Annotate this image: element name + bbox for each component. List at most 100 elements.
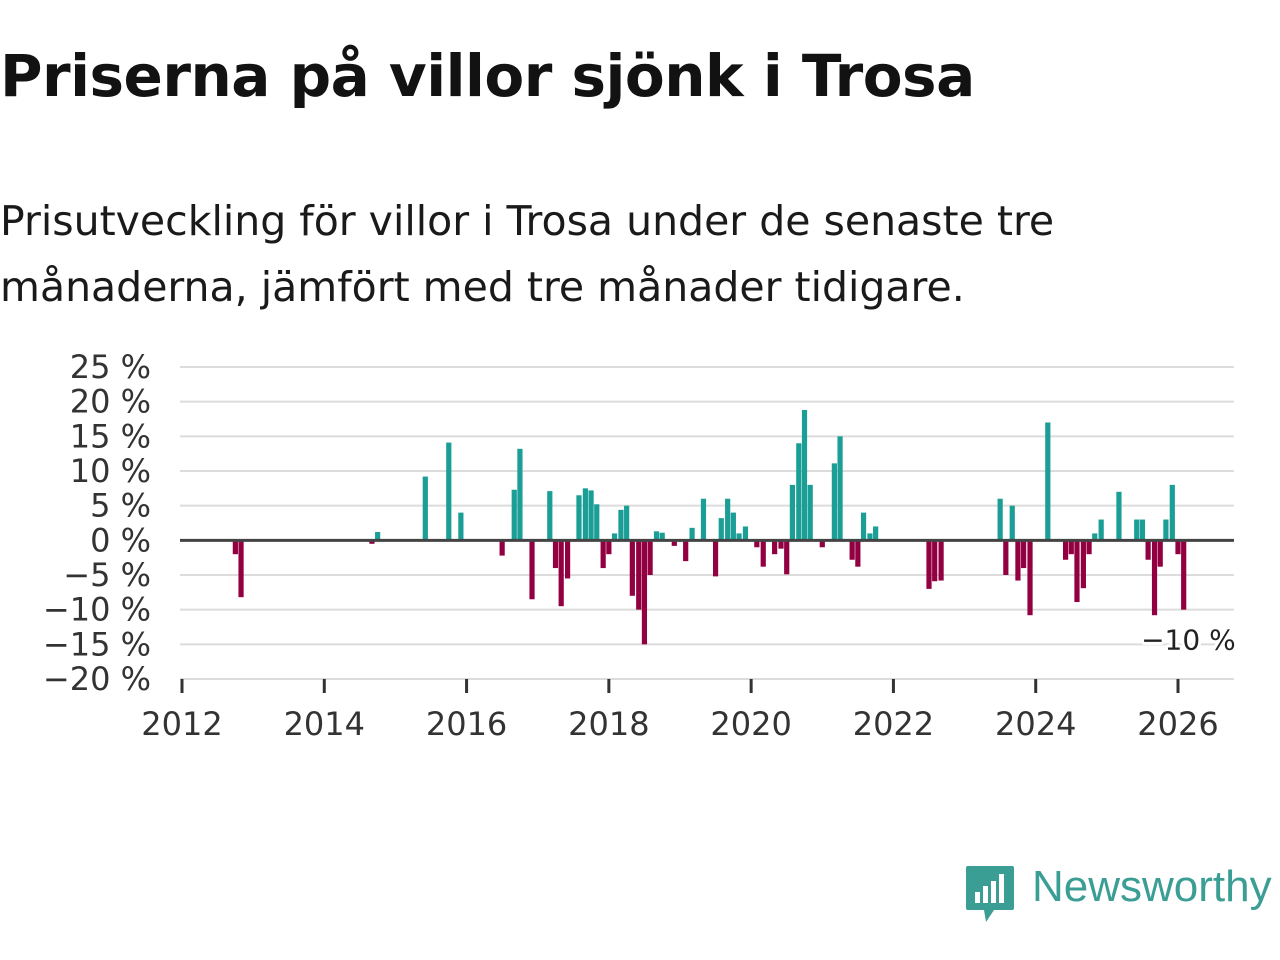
bar bbox=[1163, 519, 1169, 541]
bar bbox=[789, 484, 796, 541]
bar bbox=[618, 509, 624, 541]
last-value-label: −10 % bbox=[1141, 624, 1236, 657]
chart-subtitle: Prisutveckling för villor i Trosa under … bbox=[0, 197, 1055, 311]
bar bbox=[849, 540, 855, 560]
grid-lines bbox=[180, 366, 1234, 680]
x-tick-label: 2022 bbox=[853, 705, 934, 740]
bar bbox=[636, 540, 642, 610]
bar bbox=[754, 540, 760, 548]
bar bbox=[736, 533, 742, 541]
bar bbox=[778, 540, 784, 549]
y-tick-label: −15 % bbox=[43, 625, 151, 663]
bar bbox=[600, 540, 606, 569]
bar bbox=[624, 505, 630, 541]
bar bbox=[641, 540, 648, 645]
bar bbox=[855, 540, 861, 567]
bar bbox=[1169, 484, 1175, 541]
bar bbox=[796, 443, 802, 541]
bar bbox=[629, 540, 635, 596]
x-axis: 2012 2014 2016 2018 2020 2022 2024 2026 bbox=[141, 678, 1234, 740]
bar bbox=[232, 540, 238, 555]
bar bbox=[422, 476, 428, 541]
bar bbox=[1074, 540, 1080, 603]
bar bbox=[760, 540, 766, 567]
bar bbox=[1068, 540, 1074, 555]
bar bbox=[873, 526, 879, 541]
bar bbox=[1145, 540, 1151, 560]
bar bbox=[997, 498, 1003, 541]
newsworthy-logo-icon bbox=[966, 866, 1014, 922]
bar bbox=[588, 490, 594, 541]
x-tick-label: 2016 bbox=[426, 705, 507, 740]
bar bbox=[552, 540, 559, 569]
bar bbox=[772, 540, 778, 555]
brand-name: Newsworthy bbox=[1032, 862, 1272, 911]
bar bbox=[730, 512, 736, 541]
bar bbox=[1009, 505, 1015, 541]
bar bbox=[1062, 540, 1069, 560]
bar bbox=[647, 540, 653, 575]
bar bbox=[653, 531, 660, 541]
bar bbox=[938, 540, 944, 581]
y-tick-label: −20 % bbox=[43, 660, 151, 698]
bar bbox=[606, 540, 612, 555]
bar bbox=[867, 533, 873, 541]
bar bbox=[1021, 540, 1027, 569]
bar bbox=[725, 498, 731, 541]
bar bbox=[1116, 491, 1122, 541]
bar bbox=[611, 533, 618, 541]
y-tick-label: 0 % bbox=[90, 521, 151, 559]
bar bbox=[1027, 540, 1033, 616]
bar bbox=[784, 540, 790, 575]
bar bbox=[807, 484, 813, 541]
bar bbox=[369, 540, 375, 544]
bar bbox=[1015, 540, 1021, 581]
bar bbox=[499, 540, 505, 556]
bar bbox=[831, 463, 837, 541]
bar bbox=[1139, 519, 1146, 541]
bar bbox=[238, 540, 244, 598]
annotations: −10 % bbox=[1138, 621, 1239, 660]
bar bbox=[700, 498, 707, 541]
bar bbox=[594, 504, 600, 541]
bar bbox=[860, 512, 867, 541]
bar bbox=[529, 540, 535, 600]
bar bbox=[801, 409, 808, 541]
chart-title: Priserna på villor sjönk i Trosa bbox=[0, 42, 975, 110]
bar bbox=[558, 540, 564, 607]
y-axis-labels: 25 %20 %15 %10 %5 %0 %−5 %−10 %−15 %−20 … bbox=[43, 348, 151, 698]
bar bbox=[1175, 540, 1181, 555]
bar bbox=[683, 540, 689, 562]
bar bbox=[1003, 540, 1009, 575]
bar bbox=[819, 540, 825, 548]
bar bbox=[576, 495, 582, 541]
bar bbox=[742, 526, 749, 541]
bar bbox=[1157, 540, 1163, 567]
bar bbox=[1086, 540, 1092, 555]
bar bbox=[1092, 533, 1098, 541]
bar bbox=[547, 491, 553, 541]
x-tick-label: 2024 bbox=[995, 705, 1076, 740]
bar bbox=[671, 540, 677, 546]
bar bbox=[511, 489, 517, 541]
bar bbox=[837, 436, 843, 541]
bar bbox=[517, 448, 523, 541]
bar bbox=[1181, 540, 1187, 610]
bar bbox=[1098, 519, 1104, 541]
bar bbox=[926, 540, 932, 589]
y-tick-label: 25 % bbox=[70, 348, 151, 386]
x-tick-label: 2012 bbox=[141, 705, 222, 740]
y-tick-label: 20 % bbox=[70, 383, 151, 421]
bar bbox=[1045, 422, 1051, 541]
y-tick-label: 5 % bbox=[90, 487, 151, 525]
x-tick-label: 2014 bbox=[284, 705, 365, 740]
bar bbox=[1151, 540, 1158, 616]
y-tick-label: 10 % bbox=[70, 452, 151, 490]
bar bbox=[564, 540, 571, 579]
y-tick-label: 15 % bbox=[70, 417, 151, 455]
y-tick-label: −10 % bbox=[43, 591, 151, 629]
bar bbox=[659, 532, 665, 541]
bar bbox=[458, 512, 464, 541]
bars bbox=[232, 409, 1187, 645]
bar bbox=[718, 518, 724, 541]
